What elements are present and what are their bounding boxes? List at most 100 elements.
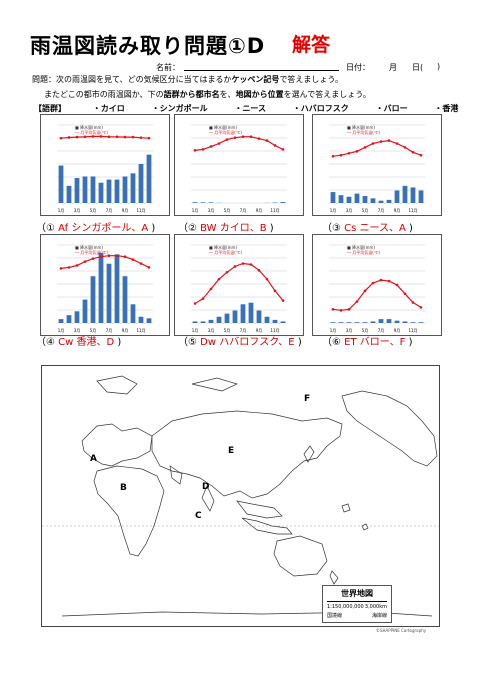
precip-bar xyxy=(216,316,222,323)
month-tick: 7月 xyxy=(378,208,385,213)
temp-point xyxy=(273,144,277,147)
word-bank-label: 【語群】 xyxy=(34,104,66,113)
caption-number: ② xyxy=(188,223,197,234)
temp-point xyxy=(355,150,359,153)
month-tick: 5月 xyxy=(90,328,97,333)
temp-line xyxy=(60,135,150,139)
map-legend: 世界地図 1:150,000,000 3,000km 国境線 海岸線 xyxy=(322,585,392,623)
temp-point xyxy=(339,153,343,157)
chart-answer-caption: （⑥ ET バロー、F ) xyxy=(322,333,413,348)
chart-answer-caption: （① Af シンガポール、A ) xyxy=(36,219,155,234)
caption-number: ⑤ xyxy=(188,337,197,348)
precip-bar xyxy=(338,195,344,203)
precip-bar xyxy=(264,316,270,323)
date-label: 日付： xyxy=(346,63,370,72)
temp-point xyxy=(131,258,135,261)
temp-point xyxy=(331,308,335,311)
precip-bar xyxy=(354,193,360,203)
precip-bar xyxy=(192,202,198,203)
caption-answer: Cs ニース、A xyxy=(340,223,410,234)
temp-point xyxy=(281,299,285,302)
world-map: A B C D E F 世界地図 1:150,000,000 3,000km 国… xyxy=(41,365,440,627)
temp-point xyxy=(99,135,103,138)
precip-bar xyxy=(106,179,112,203)
map-scale-text: 1:150,000,000 xyxy=(327,604,364,610)
temp-point xyxy=(379,140,383,143)
precip-bar xyxy=(122,176,128,203)
precip-bar xyxy=(272,319,278,323)
day-label: 日( xyxy=(412,63,424,72)
legend-precip: ■ 降水量(mm) xyxy=(347,124,375,130)
month-tick: 3月 xyxy=(346,208,353,213)
name-label: 名前： xyxy=(156,63,180,72)
precip-bar xyxy=(66,185,72,203)
temp-point xyxy=(249,263,253,266)
precip-bar xyxy=(138,164,144,203)
month-label: 月 xyxy=(389,63,397,72)
precip-bar xyxy=(386,319,392,323)
precip-bar xyxy=(192,321,198,323)
precip-bar xyxy=(386,199,392,203)
temp-point xyxy=(115,135,119,139)
temp-line xyxy=(332,139,422,157)
temp-line xyxy=(194,262,284,305)
temp-point xyxy=(363,289,367,293)
temp-point xyxy=(59,267,63,270)
temp-point xyxy=(107,135,111,139)
temp-point xyxy=(217,142,221,145)
month-tick: 11月 xyxy=(408,328,417,333)
precip-bar xyxy=(240,304,246,323)
temp-point xyxy=(91,257,95,260)
precip-bar xyxy=(378,200,384,203)
temp-point xyxy=(273,289,277,293)
month-tick: 9月 xyxy=(256,208,263,213)
precip-bar xyxy=(114,179,120,203)
precip-bar xyxy=(394,320,400,323)
caption-answer: Af シンガポール、A xyxy=(54,223,152,234)
legend-precip: ■ 降水量(mm) xyxy=(347,244,375,250)
caption-number: ③ xyxy=(332,223,341,234)
chart-answer-caption: （④ Cw 香港、D ) xyxy=(36,333,121,348)
temp-point xyxy=(209,287,213,291)
caption-open: （ xyxy=(178,223,188,234)
month-tick: 5月 xyxy=(90,208,97,213)
temp-point xyxy=(411,151,415,154)
temp-point xyxy=(363,146,367,149)
temp-point xyxy=(379,278,383,282)
temp-line xyxy=(194,136,284,151)
map-legend-border: 国境線 xyxy=(327,613,343,619)
temp-point xyxy=(201,148,205,151)
temp-point xyxy=(331,154,335,158)
precip-bar xyxy=(248,302,254,323)
temp-point xyxy=(411,301,415,304)
temp-point xyxy=(83,135,87,139)
precip-bar xyxy=(208,202,214,203)
month-tick: 3月 xyxy=(208,328,215,333)
climate-chart-svg: ■ 降水量(mm)― 月平均気温(℃) 1月 3月 5月 7月 9月 11月 xyxy=(191,244,287,333)
caption-close: ) xyxy=(151,223,156,234)
legend-precip: ■ 降水量(mm) xyxy=(75,124,103,130)
precip-bar xyxy=(232,310,238,323)
world-map-outline xyxy=(42,375,439,617)
temp-point xyxy=(395,283,399,287)
temp-point xyxy=(75,135,79,139)
precip-bar xyxy=(138,316,144,323)
month-tick: 1月 xyxy=(58,208,65,213)
answer-label: 解答 xyxy=(292,34,331,56)
precip-bar xyxy=(82,176,88,203)
climate-chart-svg: ■ 降水量(mm)― 月平均気温(℃) 1月 3月 5月 7月 9月 11月 xyxy=(191,124,287,213)
precip-bar xyxy=(370,321,376,323)
precip-bar xyxy=(402,185,408,203)
precip-bar xyxy=(106,263,112,323)
precip-bar xyxy=(418,322,424,323)
name-field[interactable] xyxy=(184,70,339,71)
temp-point xyxy=(241,135,245,138)
precip-bar xyxy=(74,311,80,323)
climate-chart: ■ 降水量(mm) ― 月平均気温(℃) 1月 3月 5月 7月 9月 11月 xyxy=(312,234,442,336)
temp-point xyxy=(257,269,261,272)
precip-bar xyxy=(280,202,286,203)
map-label-d: D xyxy=(202,482,210,492)
precip-bar xyxy=(66,315,72,323)
temp-point xyxy=(123,135,127,139)
legend-temp: ― 月平均気温(℃) xyxy=(347,129,380,135)
